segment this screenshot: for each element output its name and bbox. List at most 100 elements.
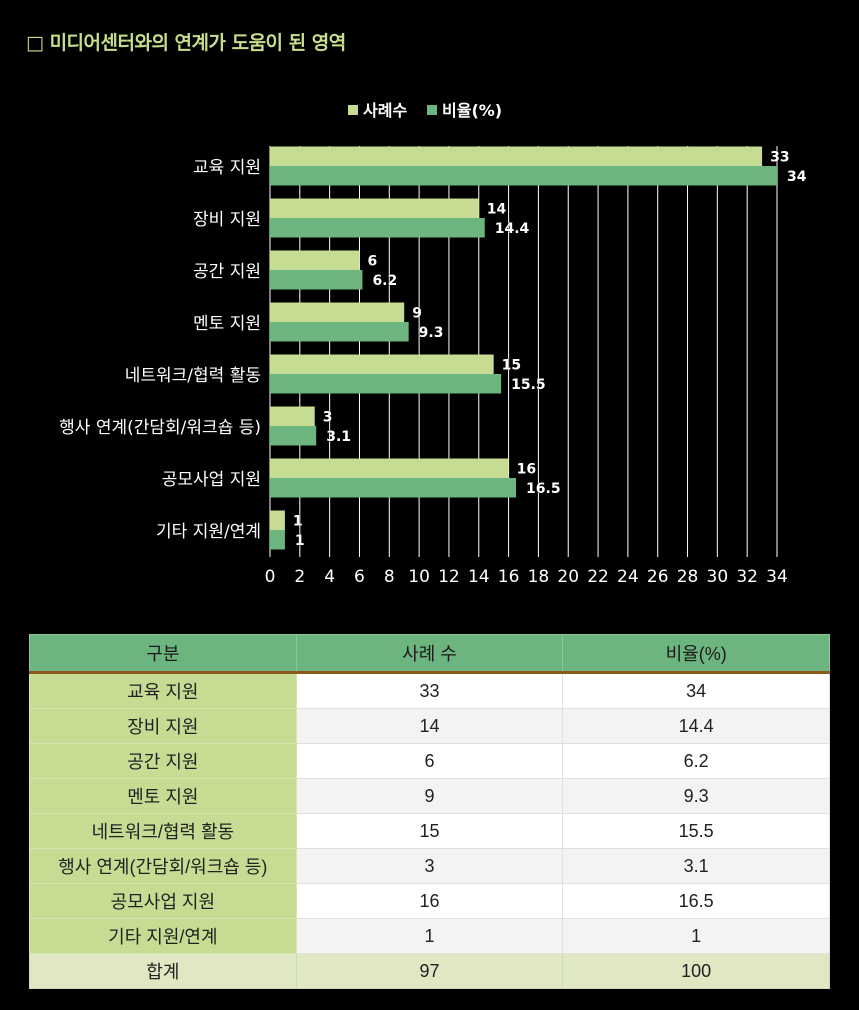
bar-chart: 33 34 14 14.4 6 6.2 9 9.3 15 15.5 3 3.1 16 16.5 1 1 교육 …: [59, 101, 807, 587]
category-label: 행사 연계(간담회/워크숍 등): [59, 418, 261, 438]
row-count: 14: [295, 708, 564, 744]
data-label: 1: [293, 514, 303, 530]
bar: [270, 426, 317, 446]
bar: [270, 510, 285, 530]
x-tick-label: 34: [766, 567, 788, 587]
x-tick-label: 6: [354, 567, 365, 587]
x-tick-label: 4: [324, 567, 335, 587]
bar: [270, 218, 485, 238]
row-category: 멘토 지원: [29, 778, 297, 814]
x-tick-label: 0: [265, 567, 276, 587]
row-ratio: 6.2: [562, 743, 830, 779]
x-tick-label: 28: [677, 567, 699, 587]
row-count: 33: [295, 672, 564, 709]
legend-label: 사례수: [363, 101, 407, 120]
row-ratio: 14.4: [562, 708, 830, 744]
row-count: 1: [295, 918, 564, 954]
table-row: 장비 지원 14 14.4: [29, 708, 830, 744]
table-row: 멘토 지원 9 9.3: [29, 778, 830, 814]
data-label: 9.3: [419, 325, 444, 341]
row-category: 기타 지원/연계: [29, 918, 297, 954]
category-label: 공모사업 지원: [162, 470, 261, 490]
column-header-count: 사례 수: [295, 634, 564, 674]
data-label: 1: [295, 533, 305, 549]
bar: [270, 322, 409, 342]
total-ratio: 100: [562, 953, 830, 989]
table-total-row: 합계 97 100: [29, 953, 830, 989]
category-label: 교육 지원: [193, 158, 261, 178]
column-header-category: 구분: [29, 634, 297, 674]
legend-swatch: [427, 105, 437, 115]
bar: [270, 374, 502, 394]
bar: [270, 166, 777, 186]
data-label: 6: [367, 254, 377, 270]
row-ratio: 1: [562, 918, 830, 954]
chart-gridlines: [269, 146, 778, 557]
data-label: 3: [323, 410, 333, 426]
data-label: 9: [412, 306, 422, 322]
data-label: 16.5: [526, 481, 561, 497]
category-label: 장비 지원: [193, 210, 261, 230]
chart-bars: [270, 146, 777, 550]
row-category: 장비 지원: [29, 708, 297, 744]
row-ratio: 3.1: [562, 848, 830, 884]
legend-swatch: [348, 105, 358, 115]
category-label: 공간 지원: [193, 262, 261, 282]
bar: [270, 458, 509, 478]
total-label: 합계: [29, 953, 297, 989]
bar: [270, 146, 763, 166]
x-tick-label: 16: [498, 567, 520, 587]
table-row: 공모사업 지원 16 16.5: [29, 883, 830, 919]
bar: [270, 198, 479, 218]
x-tick-label: 26: [647, 567, 669, 587]
column-header-ratio: 비율(%): [562, 634, 830, 674]
row-count: 9: [295, 778, 564, 814]
bar: [270, 530, 285, 550]
data-label: 3.1: [326, 429, 351, 445]
x-tick-label: 8: [384, 567, 395, 587]
chart-legend: 사례수 비율(%): [348, 101, 502, 120]
x-tick-label: 10: [408, 567, 430, 587]
row-ratio: 16.5: [562, 883, 830, 919]
category-label: 네트워크/협력 활동: [125, 366, 261, 386]
table-row: 교육 지원 33 34: [29, 672, 830, 709]
data-label: 6.2: [372, 273, 397, 289]
row-count: 15: [295, 813, 564, 849]
category-label: 멘토 지원: [193, 314, 261, 334]
data-label: 16: [517, 462, 536, 478]
row-category: 공모사업 지원: [29, 883, 297, 919]
row-ratio: 34: [562, 672, 830, 709]
chart-x-tick-labels: 0 2 4 6 8 10 12 14 16 18 20 22 24 26 28 30 32 34: [265, 567, 788, 587]
table-row: 공간 지원 6 6.2: [29, 743, 830, 779]
data-table: 구분 사례 수 비율(%) 교육 지원 33 34 장비 지원 14 14.4 공간 지원 6…: [29, 634, 830, 989]
data-label: 34: [787, 169, 807, 185]
data-label: 33: [770, 150, 789, 166]
data-label: 14.4: [495, 221, 530, 237]
data-label: 15: [502, 358, 521, 374]
bar: [270, 406, 315, 426]
data-label: 15.5: [511, 377, 546, 393]
table-row: 기타 지원/연계 1 1: [29, 918, 830, 954]
bar: [270, 302, 405, 322]
bar: [270, 270, 363, 290]
category-label: 기타 지원/연계: [156, 522, 261, 542]
table-header-row: 구분 사례 수 비율(%): [29, 634, 830, 674]
legend-label: 비율(%): [442, 101, 502, 120]
page-title: □ 미디어센터와의 연계가 도움이 된 영역: [26, 32, 346, 54]
total-count: 97: [295, 953, 564, 989]
row-category: 교육 지원: [29, 672, 297, 709]
x-tick-label: 2: [294, 567, 305, 587]
table-row: 네트워크/협력 활동 15 15.5: [29, 813, 830, 849]
row-count: 16: [295, 883, 564, 919]
row-count: 6: [295, 743, 564, 779]
x-tick-label: 20: [557, 567, 579, 587]
row-category: 공간 지원: [29, 743, 297, 779]
row-category: 행사 연계(간담회/워크숍 등): [29, 848, 297, 884]
x-tick-label: 14: [468, 567, 490, 587]
table-row: 행사 연계(간담회/워크숍 등) 3 3.1: [29, 848, 830, 884]
chart-data-labels: 33 34 14 14.4 6 6.2 9 9.3 15 15.5 3 3.1 16 16.5 1 1: [293, 149, 807, 549]
row-count: 3: [295, 848, 564, 884]
x-tick-label: 24: [617, 567, 639, 587]
bar: [270, 250, 360, 270]
